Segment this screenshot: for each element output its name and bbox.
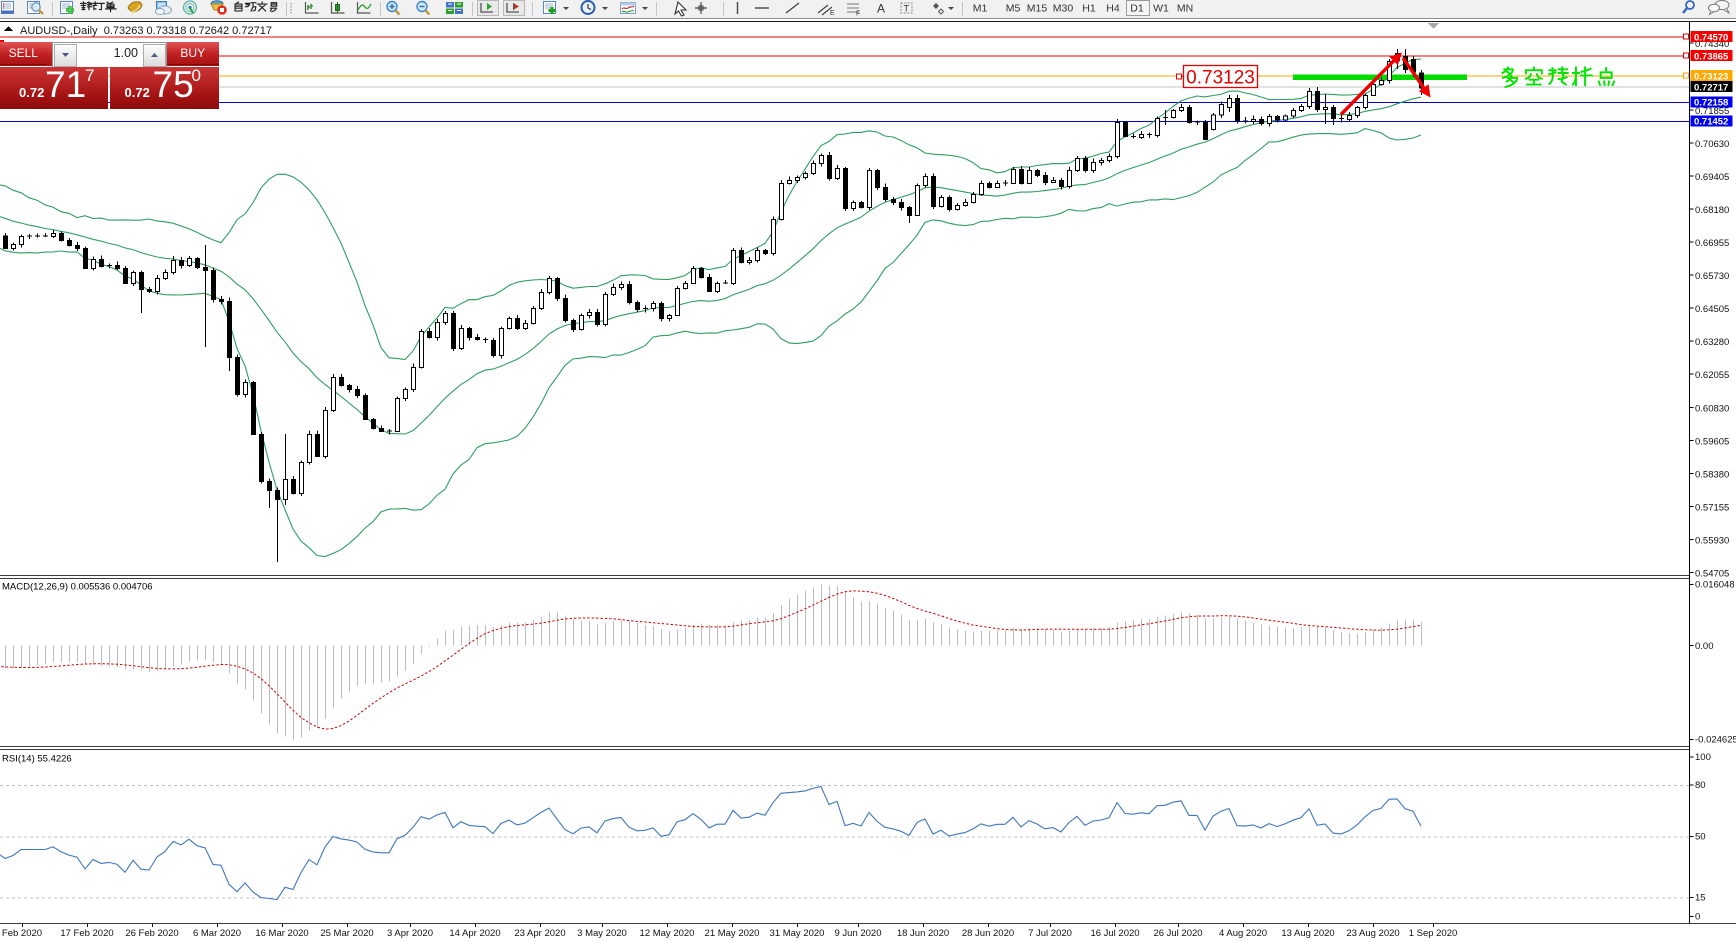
- svg-text:Feb 2020: Feb 2020: [2, 928, 42, 939]
- svg-text:21 May 2020: 21 May 2020: [705, 928, 760, 939]
- svg-text:3 May 2020: 3 May 2020: [577, 928, 627, 939]
- svg-text:M1: M1: [973, 3, 988, 15]
- svg-text:26 Feb 2020: 26 Feb 2020: [125, 928, 178, 939]
- svg-text:0.57155: 0.57155: [1695, 502, 1729, 513]
- svg-text:28 Jun 2020: 28 Jun 2020: [962, 928, 1014, 939]
- svg-text:50: 50: [1695, 832, 1706, 843]
- svg-text:A: A: [877, 2, 885, 16]
- svg-text:0.64505: 0.64505: [1695, 304, 1729, 315]
- svg-text:9 Jun 2020: 9 Jun 2020: [834, 928, 881, 939]
- svg-text:14 Apr 2020: 14 Apr 2020: [449, 928, 500, 939]
- svg-text:-0.024625: -0.024625: [1695, 735, 1736, 746]
- svg-text:0.71452: 0.71452: [1694, 116, 1728, 127]
- svg-text:0.54705: 0.54705: [1695, 569, 1729, 580]
- svg-text:T: T: [904, 4, 910, 14]
- svg-text:4 Aug 2020: 4 Aug 2020: [1219, 928, 1267, 939]
- svg-text:0.73123: 0.73123: [1694, 71, 1728, 82]
- svg-text:M30: M30: [1053, 3, 1074, 15]
- svg-text:0.69405: 0.69405: [1695, 172, 1729, 183]
- svg-text:12 May 2020: 12 May 2020: [640, 928, 695, 939]
- svg-text:H4: H4: [1106, 3, 1120, 15]
- svg-text:D1: D1: [1130, 3, 1144, 15]
- svg-text:18 Jun 2020: 18 Jun 2020: [897, 928, 949, 939]
- svg-text:0: 0: [1695, 912, 1700, 923]
- svg-text:0.62055: 0.62055: [1695, 370, 1729, 381]
- svg-text:0.59605: 0.59605: [1695, 436, 1729, 447]
- svg-text:80: 80: [1695, 780, 1706, 791]
- svg-text:MACD(12,26,9) 0.005536 0.00470: MACD(12,26,9) 0.005536 0.004706: [2, 582, 153, 593]
- svg-text:0.00: 0.00: [1695, 641, 1714, 652]
- svg-text:0.016048: 0.016048: [1695, 580, 1735, 591]
- svg-text:0.74340: 0.74340: [1695, 39, 1729, 50]
- svg-text:13 Aug 2020: 13 Aug 2020: [1281, 928, 1334, 939]
- svg-text:0.72158: 0.72158: [1694, 97, 1728, 108]
- svg-text:0.55930: 0.55930: [1695, 535, 1729, 546]
- svg-text:W1: W1: [1153, 3, 1169, 15]
- svg-text:0.60830: 0.60830: [1695, 403, 1729, 414]
- svg-text:0.65730: 0.65730: [1695, 271, 1729, 282]
- svg-text:16 Jul 2020: 16 Jul 2020: [1090, 928, 1139, 939]
- svg-text:0.66955: 0.66955: [1695, 238, 1729, 249]
- svg-text:H1: H1: [1082, 3, 1096, 15]
- svg-text:0.73865: 0.73865: [1694, 51, 1729, 62]
- svg-text:0.63280: 0.63280: [1695, 337, 1729, 348]
- svg-text:F: F: [856, 11, 860, 18]
- svg-text:7 Jul 2020: 7 Jul 2020: [1028, 928, 1072, 939]
- svg-text:26 Jul 2020: 26 Jul 2020: [1153, 928, 1202, 939]
- svg-text:6 Mar 2020: 6 Mar 2020: [193, 928, 241, 939]
- svg-text:0.71855: 0.71855: [1695, 106, 1729, 117]
- svg-text:M15: M15: [1027, 3, 1048, 15]
- svg-text:1 Sep 2020: 1 Sep 2020: [1409, 928, 1458, 939]
- svg-text:100: 100: [1695, 752, 1711, 763]
- svg-text:23 Aug 2020: 23 Aug 2020: [1346, 928, 1399, 939]
- svg-text:0.68180: 0.68180: [1695, 205, 1729, 216]
- svg-text:0.70630: 0.70630: [1695, 139, 1729, 150]
- svg-text:AUDUSD-,Daily 0.73263 0.73318: AUDUSD-,Daily 0.73263 0.73318 0.72642 0.…: [20, 25, 272, 37]
- svg-text:0.58380: 0.58380: [1695, 469, 1729, 480]
- svg-text:17 Feb 2020: 17 Feb 2020: [60, 928, 113, 939]
- svg-text:31 May 2020: 31 May 2020: [770, 928, 825, 939]
- svg-text:16 Mar 2020: 16 Mar 2020: [255, 928, 308, 939]
- svg-text:23 Apr 2020: 23 Apr 2020: [514, 928, 565, 939]
- svg-text:M5: M5: [1006, 3, 1021, 15]
- svg-text:MN: MN: [1177, 3, 1193, 15]
- svg-text:RSI(14) 55.4226: RSI(14) 55.4226: [2, 754, 72, 765]
- svg-text:E: E: [830, 10, 835, 17]
- svg-text:3 Apr 2020: 3 Apr 2020: [387, 928, 433, 939]
- svg-text:0.72717: 0.72717: [1694, 82, 1728, 93]
- svg-text:0.74570: 0.74570: [1694, 32, 1728, 43]
- svg-text:0.73123: 0.73123: [1186, 68, 1255, 89]
- svg-text:15: 15: [1695, 893, 1706, 904]
- svg-text:25 Mar 2020: 25 Mar 2020: [320, 928, 373, 939]
